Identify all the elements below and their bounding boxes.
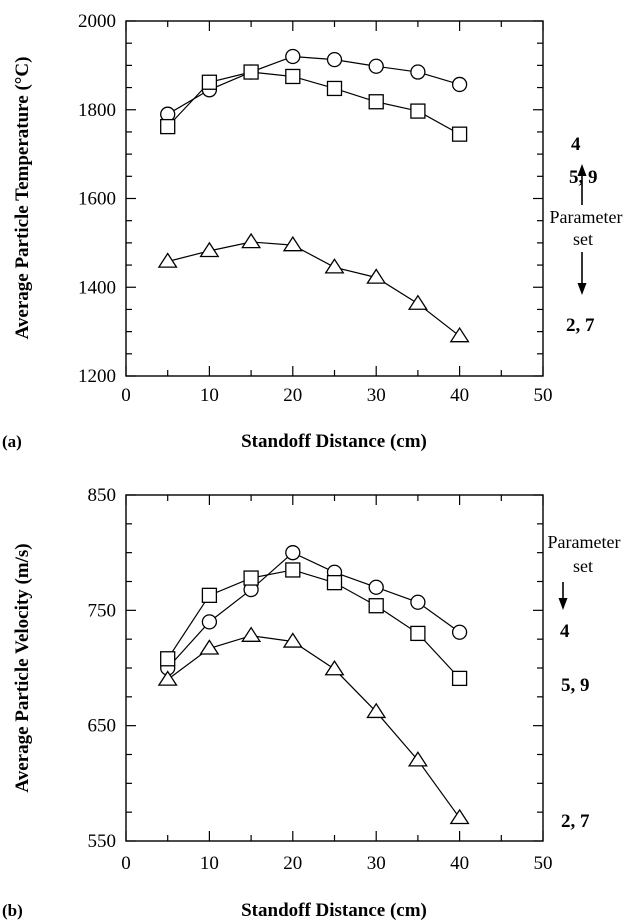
panel-a-x-tick-label: 0 [121,385,131,406]
panel-a-square-marker [201,74,218,90]
panel-b-series [157,545,470,825]
panel-b-x-axis-title: Standoff Distance (cm) [241,900,427,921]
panel-b-triangle-marker [241,626,262,642]
panel-b-x-tick-label: 40 [450,853,469,874]
panel-a-circle-marker [368,58,384,74]
panel-b-square-marker [201,587,218,603]
panel-a-square-marker [285,68,301,85]
panel-b-x-tick-label: 50 [534,853,553,874]
panel-b-series-label: 2, 7 [561,811,590,832]
panel-b-triangle-marker [157,670,178,686]
panel-b-series-line-triangle [167,635,461,819]
panel-a-y-tick-label: 1800 [78,100,116,121]
panel-a-x-tick-label: 10 [200,385,219,406]
panel-a-series [157,48,470,343]
panel-a-x-tick-label: 30 [367,385,386,406]
panel-a-triangle-marker [366,268,387,284]
panel-a-square-marker [243,64,259,80]
panel-a-circle-marker [285,48,301,65]
panel-a-x-axis-title: Standoff Distance (cm) [241,431,427,452]
panel-b-velocity-chart: 0 10 20 30 40 50 550 650 750 850 Standof… [2,485,620,921]
panel-a-letter: (a) [2,432,22,451]
panel-b-circle-marker [451,624,468,640]
panel-a-circle-marker [326,51,343,68]
panel-b-square-marker [451,670,468,687]
panel-b-triangle-marker [366,702,387,719]
panel-a-series-label: 4 [571,134,581,155]
panel-a-triangle-marker [282,235,303,252]
panel-b-y-tick-label: 550 [88,831,117,852]
panel-a-plot-frame [125,20,544,377]
panel-a-x-tick-label: 50 [534,385,553,406]
panel-b-triangle-marker [199,639,220,655]
panel-b-square-marker [368,598,384,614]
panel-a-triangle-marker [407,294,428,310]
panel-b-square-marker [326,575,343,591]
panel-a-annotation-set: set [573,229,593,249]
panel-b-series-label: 4 [560,621,570,642]
panel-b-square-marker [410,625,426,642]
panel-b-triangle-marker [449,808,470,825]
panel-a-series-label: 2, 7 [566,315,595,336]
panel-b-triangle-marker [407,751,428,767]
panel-b-series-label: 5, 9 [561,675,590,696]
panel-a-series-line-triangle [167,241,460,337]
panel-a-square-marker [451,126,468,142]
panel-b-ticks [125,494,544,842]
panel-a-square-marker [326,80,343,97]
panel-b-circle-marker [368,579,384,595]
panel-a-triangle-marker [157,252,178,268]
panel-b-y-tick-label: 650 [88,716,117,737]
panel-a-x-tick-label: 20 [283,385,302,406]
panel-a-x-tick-label: 40 [450,385,469,406]
panel-b-x-tick-label: 10 [200,853,219,874]
panel-b-x-tick-label: 30 [367,853,386,874]
panel-b-y-tick-label: 750 [88,600,117,621]
panel-a-triangle-marker [241,232,262,249]
panel-a-y-tick-label: 1400 [78,277,116,298]
panel-a-series-label: 5, 9 [569,167,598,188]
panel-b-square-marker [160,651,176,667]
panel-a-triangle-marker [199,241,220,258]
panel-a-y-tick-label: 1600 [78,189,116,210]
panel-b-x-tick-label: 20 [283,853,302,874]
panel-b-square-marker [243,570,259,586]
panel-b-letter: (b) [2,901,23,920]
panel-a-circle-marker [410,64,426,80]
panel-a-temperature-chart: 0 10 20 30 40 50 1200 1400 1600 1800 200… [2,11,622,452]
panel-b-annotation-set: set [573,556,593,576]
panel-b-triangle-marker [324,659,345,676]
panel-b-y-axis-title: Average Particle Velocity (m/s) [12,543,33,792]
panel-a-square-marker [368,94,384,110]
panel-a-y-tick-label: 2000 [78,11,116,32]
panel-a-down-arrow [577,252,587,295]
panel-b-triangle-marker [282,632,303,648]
panel-a-triangle-marker [324,258,345,274]
panel-a-y-tick-label: 1200 [78,366,116,387]
panel-b-circle-marker [285,545,301,561]
panel-b-circle-marker [201,614,218,630]
panel-a-ticks [125,20,544,377]
panel-b-y-tick-label: 850 [88,485,117,506]
panel-a-up-arrow [577,164,587,205]
panel-b-x-tick-label: 0 [121,853,131,874]
panel-b-square-marker [285,562,301,578]
panel-b-annotation-parameter: Parameter [548,532,621,552]
panel-b-down-arrow [558,582,568,610]
panel-a-square-marker [410,103,426,119]
panel-a-circle-marker [451,76,468,93]
panel-b-circle-marker [410,594,426,610]
panel-a-annotation-parameter: Parameter [550,207,623,227]
panel-a-triangle-marker [449,326,470,343]
panel-a-square-marker [160,118,176,135]
panel-a-y-axis-title: Average Particle Temperature (°C) [12,57,33,340]
